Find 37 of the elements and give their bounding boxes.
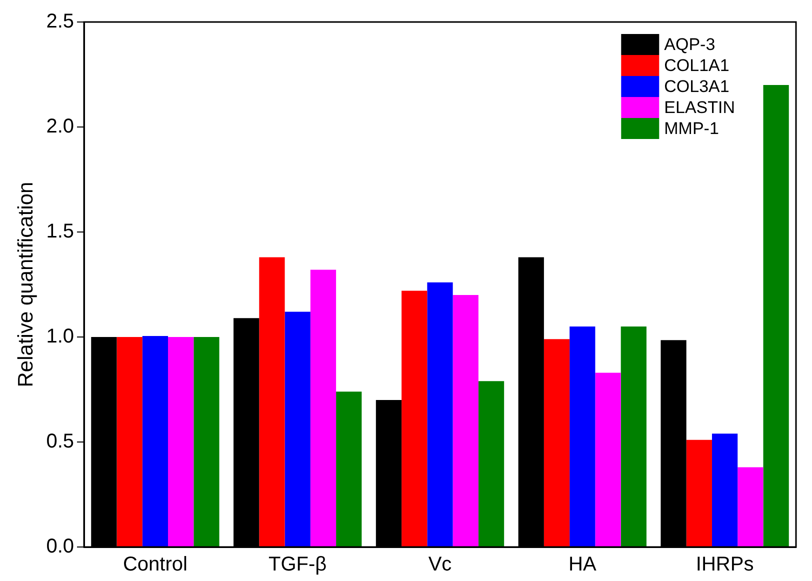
- bar: [142, 336, 168, 546]
- bar: [336, 392, 362, 546]
- bar: [194, 337, 220, 546]
- x-tick-label: IHRPs: [696, 554, 754, 576]
- y-tick-label: 2.0: [46, 116, 74, 138]
- bar: [284, 312, 310, 546]
- bar: [570, 326, 596, 546]
- y-tick-label: 0.0: [46, 536, 74, 558]
- bar: [620, 326, 646, 546]
- y-tick-label: 1.5: [46, 220, 74, 243]
- bar: [595, 372, 621, 546]
- x-tick-label: TGF-β: [268, 554, 327, 576]
- bar: [763, 85, 789, 546]
- bar: [452, 295, 478, 546]
- bar: [259, 257, 285, 546]
- legend-label: COL1A1: [664, 56, 730, 76]
- bar: [427, 282, 453, 546]
- bar: [712, 434, 738, 546]
- y-tick-label: 1.0: [46, 326, 74, 348]
- y-tick-label: 2.5: [46, 10, 74, 33]
- legend-label: COL3A1: [664, 77, 730, 96]
- bar: [686, 440, 712, 546]
- y-tick-label: 0.5: [46, 430, 74, 453]
- x-tick-label: Control: [122, 554, 188, 576]
- bar: [478, 381, 504, 546]
- bar: [168, 337, 194, 546]
- legend-label: AQP-3: [664, 35, 716, 54]
- bar: [738, 467, 764, 546]
- y-axis-title: Relative quantification: [14, 182, 38, 388]
- x-tick-label: Vc: [428, 554, 452, 576]
- bar: [544, 339, 570, 546]
- bar: [310, 270, 336, 546]
- legend-label: MMP-1: [664, 119, 719, 138]
- bar: [402, 290, 428, 546]
- x-tick-label: HA: [568, 554, 597, 576]
- legend-label: ELASTIN: [664, 98, 736, 118]
- bar: [116, 337, 142, 546]
